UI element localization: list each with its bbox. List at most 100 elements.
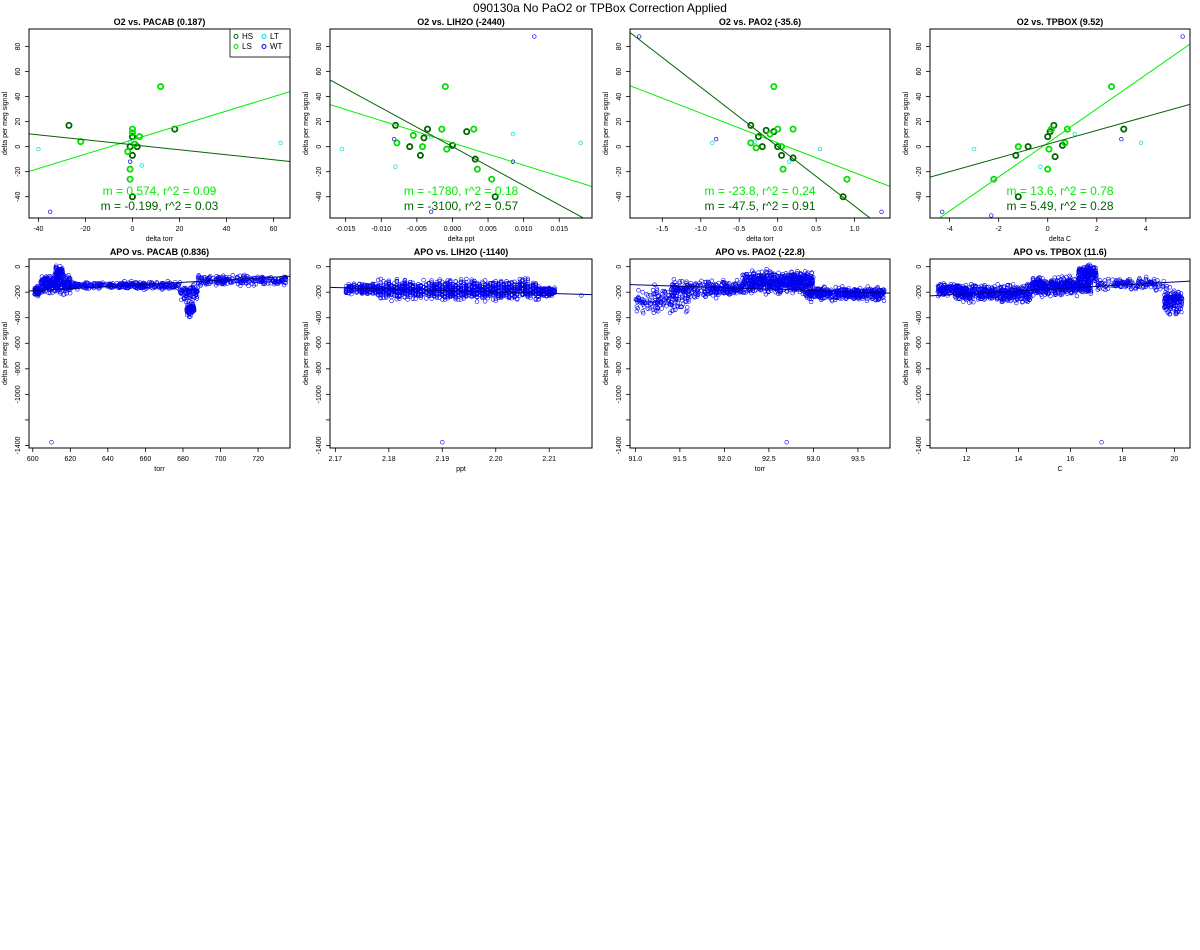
data-point (39, 278, 44, 283)
data-point (721, 288, 727, 293)
data-point-lt (127, 139, 133, 144)
x-tick-label: 91.0 (629, 456, 643, 463)
data-point (754, 280, 759, 286)
legend-marker-ls (233, 44, 239, 49)
data-point (512, 279, 517, 285)
data-point (198, 278, 204, 283)
plot-area (630, 32, 890, 218)
data-point (434, 294, 440, 299)
data-point (644, 300, 649, 306)
data-point (493, 283, 498, 288)
data-point-wt (1119, 136, 1124, 142)
y-tick-label: -40 (916, 192, 923, 202)
data-point (525, 293, 531, 299)
x-tick-label: 2.17 (329, 456, 343, 463)
y-tick-label: 0 (616, 145, 623, 149)
data-point (445, 296, 450, 301)
plot-frame (629, 258, 891, 449)
x-tick-label: 0.0 (773, 226, 783, 233)
data-point (464, 276, 469, 282)
legend-label: LS (242, 42, 252, 51)
data-point (517, 282, 523, 287)
data-point (739, 289, 744, 294)
data-point (498, 278, 504, 284)
data-point (381, 295, 386, 300)
data-point (265, 281, 271, 286)
data-point (174, 283, 180, 289)
data-point (665, 289, 671, 295)
data-point (437, 290, 442, 296)
data-point (671, 293, 676, 298)
data-point (533, 297, 539, 302)
data-point (829, 294, 835, 300)
data-point (640, 290, 645, 295)
data-point (673, 299, 678, 304)
data-point (664, 303, 669, 309)
data-point (359, 285, 365, 290)
data-point (759, 274, 764, 279)
data-point-hs (1120, 125, 1128, 133)
data-point (480, 292, 485, 297)
data-point (54, 270, 59, 276)
data-point (517, 276, 523, 282)
data-point-lt (752, 139, 757, 144)
plot-frame (329, 258, 593, 449)
data-point (684, 281, 689, 286)
data-point-lt (787, 159, 792, 164)
y-axis-label: delta per meg signal (903, 322, 910, 385)
data-point (421, 291, 426, 296)
data-point (852, 295, 857, 301)
data-point (501, 285, 506, 290)
data-point-ls (752, 144, 760, 152)
data-point (765, 288, 770, 293)
data-point (179, 288, 184, 293)
data-point (785, 282, 790, 287)
data-point-wt (879, 209, 884, 214)
data-point (509, 280, 514, 286)
data-point (53, 265, 58, 270)
data-point (66, 287, 71, 293)
data-point (141, 281, 146, 287)
y-tick-label: 20 (316, 118, 323, 126)
data-point (67, 275, 73, 281)
data-point (512, 283, 517, 288)
y-tick-label: 60 (15, 68, 22, 76)
data-point (731, 282, 736, 287)
data-point (209, 279, 214, 284)
data-point (640, 300, 645, 305)
data-point (512, 281, 517, 287)
data-point (370, 290, 375, 295)
data-point (873, 291, 879, 297)
y-tick-label: 80 (916, 43, 923, 51)
data-point (440, 293, 445, 298)
data-point (477, 288, 482, 293)
data-point (522, 284, 528, 290)
x-tick-label: 680 (177, 456, 189, 463)
data-point-ls (1014, 143, 1022, 151)
data-point (684, 296, 689, 301)
data-point (709, 278, 715, 283)
data-point-wt (637, 34, 642, 39)
data-point-lt (393, 164, 398, 169)
data-point (496, 284, 501, 289)
x-tick-label: -20 (80, 226, 90, 233)
data-point (756, 273, 762, 279)
data-point (53, 273, 59, 278)
data-point (461, 285, 466, 291)
x-tick-label: 0.005 (479, 226, 497, 233)
y-tick-label: -400 (316, 311, 323, 325)
data-point (156, 284, 162, 289)
data-point (784, 288, 790, 294)
y-tick-label: -200 (316, 285, 323, 299)
data-point (137, 283, 142, 288)
outlier-point (49, 440, 54, 445)
data-point (391, 289, 397, 295)
data-point (652, 282, 657, 287)
data-point (72, 283, 77, 288)
y-axis-label: delta per meg signal (2, 322, 9, 385)
data-point (485, 281, 490, 287)
chart-title: O2 vs. TPBOX (9.52) (1017, 17, 1104, 27)
